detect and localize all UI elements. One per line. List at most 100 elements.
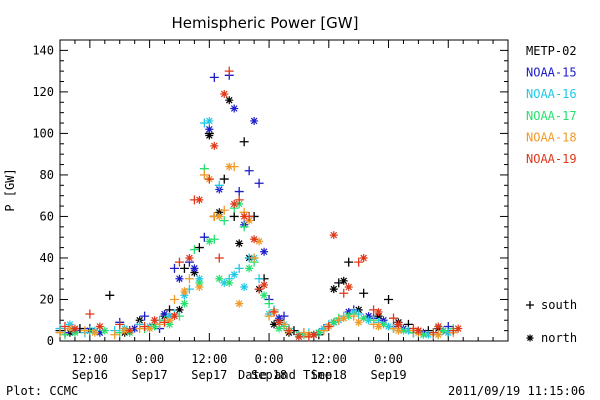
south-point — [234, 263, 244, 273]
north-point — [175, 274, 184, 283]
south-point — [214, 180, 224, 190]
north-point — [240, 212, 249, 221]
north-point — [190, 264, 199, 273]
south-point — [389, 313, 399, 323]
legend-entry: METP-02 — [526, 44, 577, 58]
north-point — [339, 314, 348, 323]
south-point — [105, 290, 115, 300]
south-point — [135, 324, 145, 334]
south-point — [244, 166, 254, 176]
north-point — [314, 328, 323, 337]
south-point — [155, 319, 165, 329]
north-point — [399, 326, 408, 335]
south-point — [284, 326, 294, 336]
south-point — [269, 307, 279, 317]
north-point — [230, 270, 239, 279]
south-point — [204, 174, 214, 184]
south-point — [319, 326, 329, 336]
south-point — [324, 321, 334, 331]
north-point — [394, 326, 403, 335]
y-axis-label: P [GW] — [3, 168, 17, 211]
north-point — [526, 334, 534, 342]
south-point — [80, 326, 90, 336]
north-point — [95, 322, 104, 331]
north-point — [379, 316, 388, 325]
north-point — [414, 326, 423, 335]
north-point — [379, 320, 388, 329]
north-point — [344, 312, 353, 321]
north-point — [100, 326, 109, 335]
y-tick-label: 20 — [40, 292, 54, 306]
south-point — [384, 294, 394, 304]
x-tick-time-label: 0:00 — [255, 352, 284, 366]
x-tick-date-label: Sep17 — [132, 368, 168, 382]
south-point — [229, 211, 239, 221]
north-point — [344, 283, 353, 292]
north-point — [165, 320, 174, 329]
north-point — [225, 162, 234, 171]
south-point — [239, 222, 249, 232]
north-point — [230, 199, 239, 208]
south-point — [219, 174, 229, 184]
y-axis: 0 20 40 60 80 100 120 140 — [32, 39, 508, 348]
plot-frame — [59, 39, 509, 342]
north-point — [205, 116, 214, 125]
north-point — [160, 310, 169, 319]
x-tick-time-label: 12:00 — [311, 352, 347, 366]
chart-title: Hemispheric Power [GW] — [172, 14, 359, 32]
south-point — [254, 284, 264, 294]
south-point — [184, 274, 194, 284]
north-point — [235, 299, 244, 308]
south-point — [254, 178, 264, 188]
north-point — [275, 318, 284, 327]
north-point — [70, 324, 79, 333]
north-point — [294, 332, 303, 341]
north-point — [165, 316, 174, 325]
north-point — [215, 212, 224, 221]
north-point — [404, 326, 413, 335]
south-point — [428, 328, 438, 338]
north-point — [444, 328, 453, 337]
x-tick-date-label: Sep18 — [311, 368, 347, 382]
north-point — [364, 316, 373, 325]
south-point — [234, 187, 244, 197]
north-point — [145, 324, 154, 333]
north-point — [120, 326, 129, 335]
south-point — [344, 257, 354, 267]
north-point — [339, 276, 348, 285]
north-point — [220, 278, 229, 287]
north-point — [255, 237, 264, 246]
north-point — [240, 283, 249, 292]
north-point — [250, 116, 259, 125]
legend-entry: NOAA-15 — [526, 66, 577, 80]
south-point — [224, 66, 234, 76]
north-point — [434, 330, 443, 339]
north-point — [225, 278, 234, 287]
y-tick-label: 140 — [32, 43, 54, 57]
north-point — [439, 326, 448, 335]
north-point — [225, 96, 234, 105]
south-point — [55, 328, 65, 338]
south-point — [526, 301, 534, 309]
north-point — [180, 287, 189, 296]
north-point — [90, 328, 99, 337]
north-point — [245, 264, 254, 273]
series-metp-02 — [55, 96, 453, 340]
plot-credit: Plot: CCMC — [6, 384, 79, 398]
south-point — [239, 137, 249, 147]
north-point — [180, 291, 189, 300]
north-point — [65, 320, 74, 329]
legend-entry: NOAA-17 — [526, 109, 577, 123]
y-tick-label: 120 — [32, 85, 54, 99]
south-point — [209, 72, 219, 82]
south-point — [140, 321, 150, 331]
series-noaa-19 — [60, 66, 463, 342]
x-tick-date-label: Sep17 — [191, 368, 227, 382]
north-point — [150, 316, 159, 325]
north-point — [195, 274, 204, 283]
north-point — [195, 283, 204, 292]
north-point — [260, 247, 269, 256]
north-point — [230, 104, 239, 113]
north-point — [359, 253, 368, 262]
south-point — [110, 330, 120, 340]
